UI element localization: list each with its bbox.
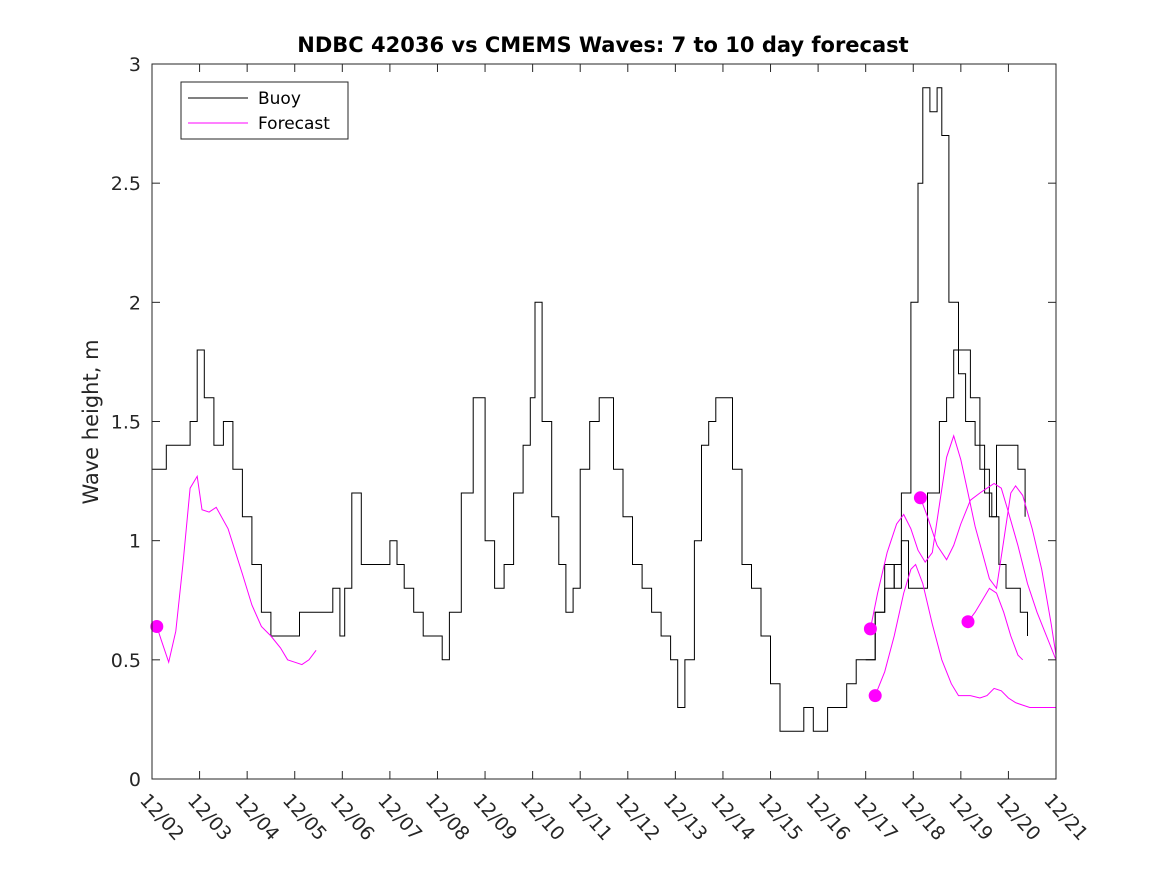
legend-label-buoy: Buoy bbox=[258, 89, 301, 109]
y-tick-label: 3 bbox=[129, 54, 141, 76]
series-line-buoy-0 bbox=[152, 87, 1028, 732]
y-tick-label: 1.5 bbox=[111, 412, 141, 434]
y-tick-label: 0.5 bbox=[111, 650, 141, 672]
legend-box bbox=[180, 81, 349, 140]
y-axis-title: Wave height, m bbox=[79, 339, 103, 504]
series-line-forecast-5 bbox=[874, 563, 1056, 708]
legend: Buoy Forecast bbox=[180, 81, 349, 140]
series-line-buoy-1 bbox=[865, 349, 1026, 661]
plot-area bbox=[150, 87, 1057, 732]
forecast-start-marker-2 bbox=[913, 491, 927, 505]
forecast-start-marker-1 bbox=[863, 622, 877, 636]
forecast-start-marker-0 bbox=[150, 620, 164, 633]
series-line-forecast-6 bbox=[967, 587, 1024, 661]
y-tick-label: 2 bbox=[129, 292, 141, 314]
y-tick-label: 1 bbox=[129, 531, 141, 553]
y-tick-label: 2.5 bbox=[111, 173, 141, 195]
y-tick-label: 0 bbox=[129, 769, 141, 791]
forecast-start-marker-3 bbox=[868, 689, 882, 703]
legend-label-forecast: Forecast bbox=[258, 114, 330, 134]
chart-title: NDBC 42036 vs CMEMS Waves: 7 to 10 day f… bbox=[297, 33, 908, 57]
series-line-forecast-2 bbox=[156, 474, 317, 666]
series-line-forecast-3 bbox=[869, 434, 1057, 656]
series-line-forecast-4 bbox=[919, 482, 1057, 660]
forecast-start-marker-4 bbox=[961, 615, 975, 629]
